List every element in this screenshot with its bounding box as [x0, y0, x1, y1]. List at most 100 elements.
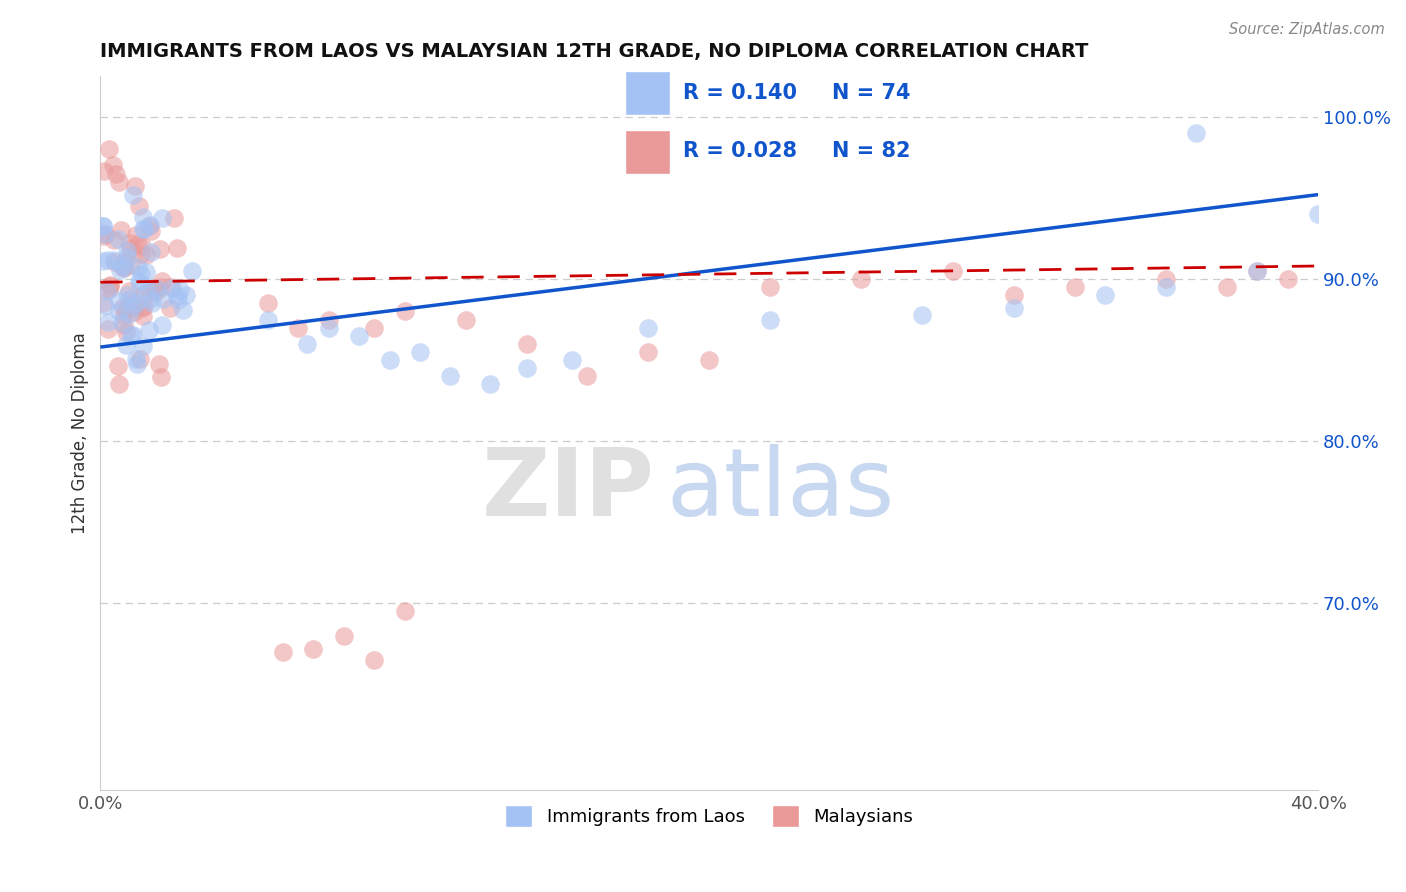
Point: [120, 236, 142, 251]
Point: [97, 315, 120, 329]
Point: [128, 199, 150, 213]
Point: [107, 293, 129, 308]
Legend: Immigrants from Laos, Malaysians: Immigrants from Laos, Malaysians: [498, 798, 921, 834]
Point: [122, 295, 145, 310]
Point: [1308, 207, 1330, 221]
Point: [122, 299, 145, 313]
Point: [138, 323, 160, 337]
Point: [561, 353, 583, 368]
Point: [122, 305, 145, 319]
Point: [139, 218, 162, 232]
Point: [111, 300, 134, 314]
Point: [1277, 272, 1299, 286]
Point: [1246, 264, 1268, 278]
Point: [93, 228, 115, 243]
Point: [318, 312, 340, 326]
Point: [333, 629, 356, 643]
Point: [139, 285, 162, 299]
Point: [394, 605, 416, 619]
Point: [124, 178, 146, 193]
Point: [1154, 272, 1177, 286]
Point: [163, 211, 186, 225]
Point: [125, 357, 148, 371]
Point: [143, 281, 166, 295]
Point: [347, 328, 370, 343]
Text: atlas: atlas: [666, 444, 894, 536]
Point: [132, 288, 155, 302]
Point: [97, 282, 120, 296]
Point: [97, 321, 120, 335]
Point: [121, 328, 143, 343]
Point: [107, 359, 129, 373]
Point: [131, 222, 153, 236]
Point: [98, 279, 121, 293]
Point: [132, 309, 155, 323]
Point: [138, 219, 160, 233]
Point: [110, 258, 132, 272]
Point: [479, 377, 502, 392]
Point: [127, 260, 149, 274]
Point: [135, 284, 157, 298]
Point: [363, 320, 385, 334]
Point: [128, 274, 150, 288]
Point: [98, 278, 121, 293]
Point: [107, 232, 129, 246]
Point: [287, 320, 309, 334]
Point: [141, 295, 163, 310]
Point: [107, 304, 129, 318]
Point: [96, 252, 118, 267]
Point: [454, 312, 477, 326]
Point: [131, 239, 153, 253]
Point: [107, 175, 129, 189]
Point: [115, 288, 138, 302]
Point: [125, 295, 148, 310]
Point: [148, 242, 170, 256]
FancyBboxPatch shape: [624, 70, 669, 115]
Point: [516, 361, 538, 376]
Point: [112, 318, 135, 333]
Text: IMMIGRANTS FROM LAOS VS MALAYSIAN 12TH GRADE, NO DIPLOMA CORRELATION CHART: IMMIGRANTS FROM LAOS VS MALAYSIAN 12TH G…: [100, 42, 1088, 61]
Point: [139, 292, 162, 306]
Point: [576, 369, 599, 384]
Point: [851, 272, 873, 286]
Point: [101, 158, 124, 172]
Point: [120, 292, 142, 306]
Point: [152, 292, 174, 306]
Point: [378, 353, 401, 368]
Y-axis label: 12th Grade, No Diploma: 12th Grade, No Diploma: [72, 332, 89, 534]
Point: [409, 345, 432, 359]
Point: [148, 358, 170, 372]
Point: [942, 264, 965, 278]
Point: [172, 303, 194, 318]
Point: [150, 274, 173, 288]
Point: [169, 283, 191, 297]
Point: [93, 296, 115, 310]
Point: [129, 247, 152, 261]
Point: [114, 301, 136, 316]
Point: [697, 353, 720, 368]
Text: R = 0.028: R = 0.028: [683, 141, 797, 161]
Point: [1002, 301, 1025, 315]
Text: Source: ZipAtlas.com: Source: ZipAtlas.com: [1229, 22, 1385, 37]
Point: [318, 320, 340, 334]
Point: [1063, 280, 1085, 294]
Point: [439, 369, 461, 384]
Point: [1246, 264, 1268, 278]
Point: [302, 641, 325, 656]
Point: [139, 224, 162, 238]
Point: [759, 312, 782, 326]
Point: [129, 267, 152, 281]
Point: [132, 221, 155, 235]
Point: [166, 289, 188, 303]
Point: [115, 244, 138, 258]
Point: [111, 260, 134, 274]
Point: [110, 223, 132, 237]
Point: [108, 376, 131, 391]
Point: [94, 299, 117, 313]
Point: [125, 352, 148, 367]
Point: [132, 211, 155, 225]
Point: [93, 253, 115, 268]
Point: [180, 264, 202, 278]
Point: [149, 370, 172, 384]
Point: [1094, 288, 1116, 302]
